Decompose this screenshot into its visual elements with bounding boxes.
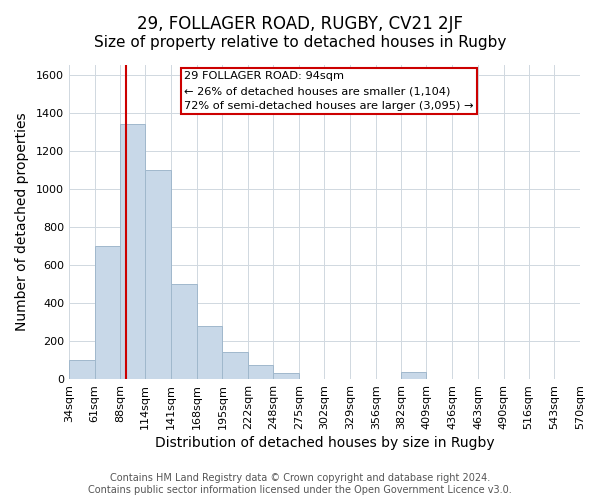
Bar: [145, 170, 171, 379]
Bar: [121, 124, 145, 379]
Text: 29 FOLLAGER ROAD: 94sqm
← 26% of detached houses are smaller (1,104)
72% of semi: 29 FOLLAGER ROAD: 94sqm ← 26% of detache…: [184, 72, 473, 111]
Bar: [248, 365, 273, 379]
Text: Contains HM Land Registry data © Crown copyright and database right 2024.
Contai: Contains HM Land Registry data © Crown c…: [88, 474, 512, 495]
Y-axis label: Number of detached properties: Number of detached properties: [15, 112, 29, 332]
Bar: [223, 352, 248, 379]
Bar: [197, 326, 223, 379]
Bar: [171, 284, 197, 379]
X-axis label: Distribution of detached houses by size in Rugby: Distribution of detached houses by size …: [155, 436, 494, 450]
Bar: [401, 372, 427, 379]
Bar: [273, 374, 299, 379]
Bar: [69, 360, 95, 379]
Text: 29, FOLLAGER ROAD, RUGBY, CV21 2JF: 29, FOLLAGER ROAD, RUGBY, CV21 2JF: [137, 15, 463, 33]
Bar: [95, 246, 121, 379]
Text: Size of property relative to detached houses in Rugby: Size of property relative to detached ho…: [94, 35, 506, 50]
